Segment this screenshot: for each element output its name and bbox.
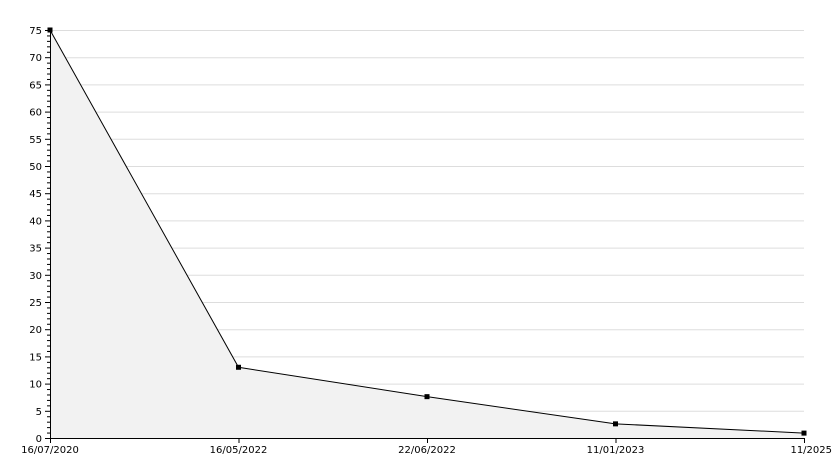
x-tick-label: 11/2025 — [790, 445, 832, 456]
y-tick-label: 15 — [29, 352, 42, 363]
x-tick-label: 22/06/2022 — [398, 445, 456, 456]
x-tick-label: 16/07/2020 — [21, 445, 79, 456]
y-tick-label: 50 — [29, 162, 42, 173]
y-tick-label: 5 — [36, 407, 42, 418]
y-tick-label: 25 — [29, 298, 42, 309]
y-tick-label: 10 — [29, 380, 42, 391]
x-tick-label: 11/01/2023 — [587, 445, 645, 456]
data-point — [801, 430, 807, 436]
x-tick-label: 16/05/2022 — [210, 445, 268, 456]
y-tick-label: 70 — [29, 53, 42, 64]
y-tick-label: 45 — [29, 189, 42, 200]
y-tick-label: 60 — [29, 108, 42, 119]
y-tick-label: 75 — [29, 26, 42, 37]
y-tick-label: 35 — [29, 244, 42, 255]
data-point — [47, 27, 53, 33]
y-tick-label: 40 — [29, 216, 42, 227]
y-tick-label: 30 — [29, 271, 42, 282]
data-point — [613, 421, 618, 427]
y-tick-label: 0 — [36, 434, 42, 445]
data-point — [424, 394, 430, 400]
y-tick-label: 65 — [29, 80, 42, 91]
y-tick-label: 55 — [29, 135, 42, 146]
data-point — [236, 364, 241, 370]
area-fill — [50, 30, 804, 438]
y-tick-label: 20 — [29, 325, 42, 336]
